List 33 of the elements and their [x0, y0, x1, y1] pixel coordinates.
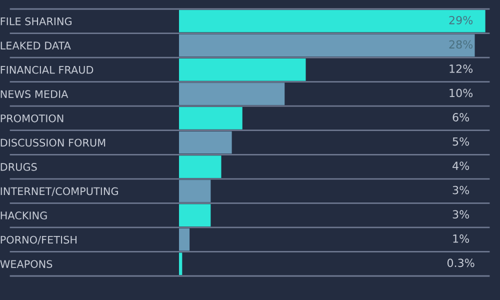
- bar: [179, 252, 182, 276]
- data-label: 4%: [452, 162, 470, 170]
- y-tick-label: PROMOTION: [0, 114, 64, 122]
- bar: [179, 228, 190, 251]
- data-label: 29%: [449, 16, 473, 24]
- data-label: 10%: [450, 88, 473, 98]
- y-tick-label: FINANCIAL FRAUD: [0, 66, 94, 74]
- bar: [179, 10, 486, 32]
- data-label: 0.3%: [447, 258, 474, 268]
- bar: [179, 107, 242, 130]
- data-label: 3%: [452, 186, 470, 194]
- y-tick-label: WEAPONS: [0, 260, 52, 268]
- y-tick-label: HACKING: [0, 212, 47, 220]
- data-label: 6%: [452, 113, 470, 122]
- bar: [179, 156, 222, 178]
- bar: [179, 34, 475, 57]
- y-tick-label: PORNO/FETISH: [0, 236, 76, 245]
- y-tick-label: DRUGS: [0, 163, 37, 171]
- y-tick-label: NEWS MEDIA: [0, 90, 68, 98]
- bar: [179, 180, 211, 202]
- data-label: 5%: [452, 137, 470, 146]
- bar: [179, 204, 211, 226]
- data-label: 1%: [453, 234, 470, 243]
- bar: [179, 82, 285, 106]
- data-label: 12%: [450, 64, 473, 73]
- y-tick-label: LEAKED DATA: [0, 42, 71, 50]
- y-tick-label: FILE SHARING: [0, 17, 72, 26]
- y-tick-label: INTERNET/COMPUTING: [0, 187, 118, 196]
- y-tick-label: DISCUSSION FORUM: [0, 138, 106, 147]
- data-label: 3%: [452, 210, 470, 219]
- bar: [179, 131, 232, 154]
- bar: [179, 58, 306, 81]
- data-label: 28%: [449, 40, 473, 49]
